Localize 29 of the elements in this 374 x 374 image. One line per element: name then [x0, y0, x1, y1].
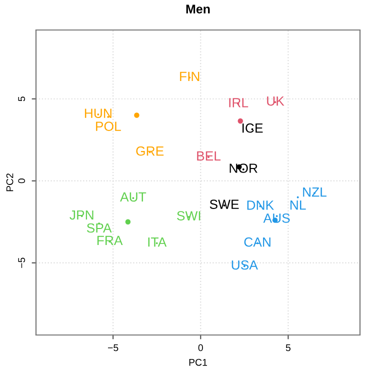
y-tick-label: 0 [18, 178, 26, 184]
data-label: NZL [303, 187, 326, 197]
data-label: JPN [70, 210, 94, 220]
y-tick-label: 5 [18, 96, 26, 102]
y-axis-title: PC2 [6, 174, 14, 192]
data-label: NL [290, 200, 306, 210]
data-label: SWE [210, 200, 239, 209]
data-label: GRE [136, 146, 164, 156]
data-label: CAN [244, 237, 270, 247]
data-label: DNK [247, 200, 274, 210]
chart-title: Men [186, 4, 210, 14]
data-label: ICE [242, 123, 263, 133]
data-label: IRL [229, 98, 248, 108]
y-tick-label: −5 [18, 258, 26, 268]
data-label: FRA [97, 236, 123, 245]
data-label: ITA [148, 238, 167, 247]
data-label: FIN [180, 72, 200, 81]
x-tick-label: 0 [198, 344, 203, 352]
data-label: SWI [177, 211, 200, 220]
data-label: BEL [197, 151, 221, 160]
data-label: SPA [86, 223, 112, 233]
data-label: AUT [120, 192, 146, 202]
x-axis-title: PC1 [189, 358, 207, 366]
data-label: UK [267, 96, 284, 106]
data-label: POL [96, 122, 121, 131]
data-label: HUN [84, 108, 112, 118]
x-tick-label: 5 [286, 344, 290, 352]
data-label: USA [232, 260, 258, 270]
x-tick-label: −5 [108, 344, 118, 352]
